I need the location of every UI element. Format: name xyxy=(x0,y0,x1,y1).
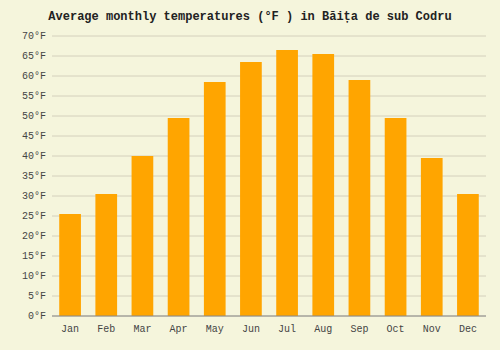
y-tick-label: 10°F xyxy=(22,271,46,282)
y-tick-label: 65°F xyxy=(22,51,46,62)
grid-line xyxy=(52,56,486,57)
x-tick-label: Sep xyxy=(350,324,368,335)
y-tick-label: 60°F xyxy=(22,71,46,82)
x-axis-line xyxy=(52,316,486,317)
y-axis: 0°F 5°F 10°F 15°F 20°F 25°F 30°F 35°F 40°F 45°F 50… xyxy=(22,31,46,322)
x-tick-label: Jun xyxy=(242,324,260,335)
bar xyxy=(385,118,407,316)
y-tick-label: 50°F xyxy=(22,111,46,122)
x-tick-label: Oct xyxy=(387,324,405,335)
x-tick-label: Aug xyxy=(314,324,332,335)
bar xyxy=(457,194,479,316)
bar xyxy=(168,118,190,316)
y-tick-label: 70°F xyxy=(22,31,46,42)
x-tick-label: Apr xyxy=(170,324,188,335)
y-tick-label: 25°F xyxy=(22,211,46,222)
y-tick-label: 55°F xyxy=(22,91,46,102)
grid-line xyxy=(52,36,486,37)
bar xyxy=(240,62,262,316)
grid-line xyxy=(52,136,486,137)
x-tick-label: Nov xyxy=(423,324,441,335)
y-tick-label: 15°F xyxy=(22,251,46,262)
x-tick-label: Feb xyxy=(97,324,115,335)
x-axis: Jan Feb Mar Apr May Jun Jul Aug Sep Oct Nov Dec xyxy=(52,316,486,335)
x-tick-label: Dec xyxy=(459,324,477,335)
x-tick-label: May xyxy=(206,324,224,335)
bar xyxy=(312,54,334,316)
bar xyxy=(421,158,443,316)
y-tick-label: 45°F xyxy=(22,131,46,142)
bar xyxy=(132,156,154,316)
bar xyxy=(349,80,371,316)
grid-line xyxy=(52,316,486,317)
grid xyxy=(52,36,486,316)
y-tick-label: 40°F xyxy=(22,151,46,162)
y-tick-label: 35°F xyxy=(22,171,46,182)
chart-container: 0°F 5°F 10°F 15°F 20°F 25°F 30°F 35°F 40°F 45°F 50… xyxy=(0,0,500,350)
y-tick-label: 5°F xyxy=(28,291,46,302)
grid-line xyxy=(52,116,486,117)
grid-line xyxy=(52,76,486,77)
bar xyxy=(59,214,81,316)
bar xyxy=(276,50,298,316)
title: Average monthly temperatures (°F ) in Bă… xyxy=(48,10,451,24)
x-tick-label: Jan xyxy=(61,324,79,335)
grid-line xyxy=(52,156,486,157)
grid-line xyxy=(52,96,486,97)
x-tick-label: Mar xyxy=(133,324,151,335)
chart: 0°F 5°F 10°F 15°F 20°F 25°F 30°F 35°F 40°F 45°F 50… xyxy=(0,0,500,350)
bar xyxy=(95,194,117,316)
y-tick-label: 0°F xyxy=(28,311,46,322)
bars xyxy=(59,50,479,316)
bar xyxy=(204,82,226,316)
y-tick-label: 30°F xyxy=(22,191,46,202)
y-tick-label: 20°F xyxy=(22,231,46,242)
x-tick-label: Jul xyxy=(278,324,296,335)
